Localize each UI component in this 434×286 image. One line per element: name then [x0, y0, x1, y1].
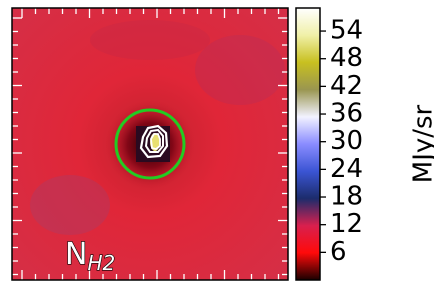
colorbar-tick-label: 12 [330, 209, 363, 239]
colorbar-label: MJy/sr [409, 104, 434, 183]
colorbar-tick-label: 18 [330, 182, 363, 212]
colorbar-tick-label: 54 [330, 16, 363, 46]
image-patch [90, 20, 210, 60]
colorbar-tick-label: 6 [330, 237, 347, 267]
colorbar-tick-label: 48 [330, 43, 363, 73]
colorbar-tick-label: 24 [330, 154, 363, 184]
figure: NH2 61218243036424854 MJy/sr [0, 0, 434, 282]
image-patch [30, 175, 110, 235]
label-main: N [65, 237, 87, 272]
colorbar-tick-label: 36 [330, 99, 363, 129]
label-subscript: H2 [87, 251, 115, 275]
colorbar-tick-label: 30 [330, 126, 363, 156]
colorbar-tick-label: 42 [330, 71, 363, 101]
image-patch [195, 35, 285, 105]
image [12, 8, 288, 280]
colorbar [296, 8, 320, 280]
